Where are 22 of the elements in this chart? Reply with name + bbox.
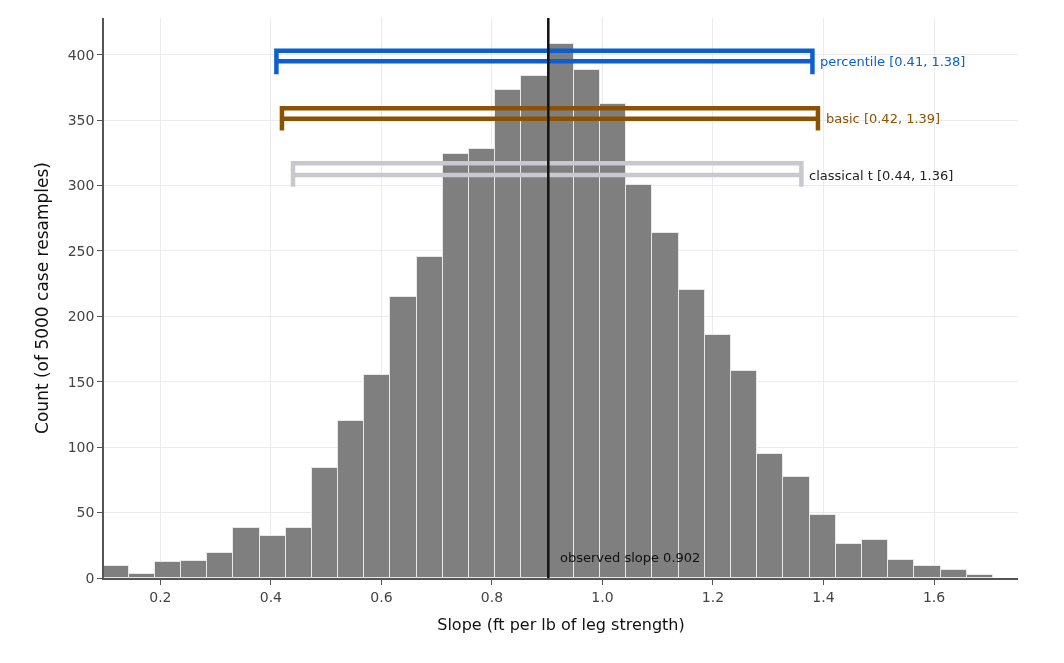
x-tick-label: 1.0 bbox=[591, 588, 614, 605]
y-tick-label: 300 bbox=[67, 177, 95, 194]
x-tick-label: 0.6 bbox=[370, 588, 393, 605]
y-axis-title: Count (of 5000 case resamples) bbox=[31, 162, 52, 434]
y-tick-label: 250 bbox=[67, 242, 95, 259]
x-tick-label: 0.4 bbox=[259, 588, 283, 605]
series-label: percentile [0.41, 1.38] bbox=[820, 54, 966, 69]
y-tick-label: 150 bbox=[67, 373, 95, 390]
y-tick-label: 0 bbox=[85, 569, 95, 586]
y-tick-label: 400 bbox=[67, 46, 95, 63]
x-tick-label: 1.2 bbox=[701, 588, 725, 605]
y-tick-label: 50 bbox=[76, 504, 95, 521]
x-tick-label: 1.4 bbox=[812, 588, 835, 605]
y-tick-label: 350 bbox=[67, 111, 95, 128]
y-tick-label: 100 bbox=[67, 439, 95, 456]
series-label: basic [0.42, 1.39] bbox=[826, 111, 941, 126]
x-tick-label: 0.8 bbox=[480, 588, 504, 605]
x-tick-label: 0.2 bbox=[149, 588, 172, 605]
x-axis-title: Slope (ft per lb of leg strength) bbox=[437, 614, 685, 634]
series-label: classical t [0.44, 1.36] bbox=[809, 168, 954, 183]
y-tick-label: 200 bbox=[67, 308, 95, 325]
x-tick-label: 1.6 bbox=[922, 588, 946, 605]
